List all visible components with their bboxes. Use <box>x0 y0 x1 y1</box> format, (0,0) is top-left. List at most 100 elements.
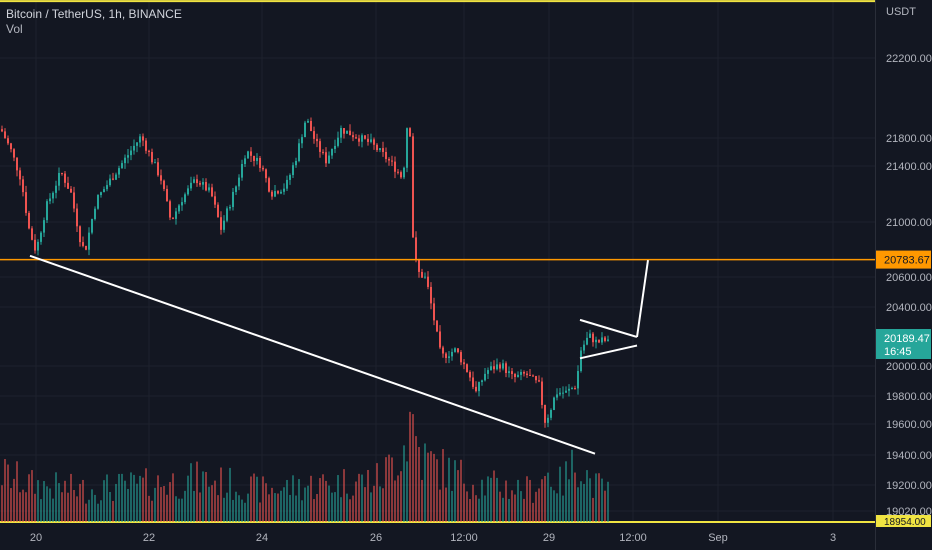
volume-bar <box>328 485 330 522</box>
volume-bar <box>349 499 351 522</box>
candle-down <box>214 196 216 205</box>
volume-bar <box>10 488 12 522</box>
candle-up <box>478 382 480 392</box>
volume-bar <box>589 478 591 522</box>
candle-up <box>289 175 291 180</box>
y-tick-label: 21400.00 <box>886 161 932 173</box>
candle-down <box>574 388 576 390</box>
drawing-line-3[interactable] <box>579 344 638 360</box>
candle-up <box>487 370 489 374</box>
candle-up <box>178 205 180 212</box>
volume-bar <box>607 481 609 522</box>
volume-bar <box>514 494 516 522</box>
volume-bar <box>193 490 195 522</box>
candle-up <box>40 232 42 242</box>
symbol-legend: Bitcoin / TetherUS, 1h, BINANCE <box>6 7 182 21</box>
candle-down <box>79 226 81 243</box>
candle-up <box>451 351 453 357</box>
volume-bar <box>151 500 153 522</box>
volume-bar <box>214 480 216 522</box>
candle-up <box>553 397 555 410</box>
volume-bar <box>544 476 546 522</box>
candle-up <box>295 160 297 166</box>
volume-bar <box>421 479 423 522</box>
candle-down <box>166 188 168 202</box>
candle-down <box>526 373 528 375</box>
volume-bar <box>160 487 162 522</box>
volume-bar <box>139 475 141 522</box>
volume-legend: Vol <box>6 22 23 36</box>
candle-up <box>481 380 483 383</box>
candle-down <box>253 155 255 161</box>
candle-down <box>145 140 147 151</box>
volume-bar <box>211 485 213 522</box>
volume-bar <box>574 472 576 522</box>
volume-bar <box>481 479 483 522</box>
volume-bar <box>517 479 519 522</box>
candle-up <box>283 188 285 192</box>
candle-down <box>514 374 516 378</box>
y-tick-label: 21800.00 <box>886 133 932 145</box>
volume-bar <box>568 479 570 522</box>
candle-down <box>25 192 27 213</box>
volume-bar <box>121 473 123 522</box>
volume-bar <box>253 473 255 522</box>
volume-bar <box>178 498 180 522</box>
volume-bar <box>445 487 447 522</box>
volume-bar <box>316 493 318 522</box>
x-tick-label: 29 <box>543 532 555 544</box>
volume-bar <box>244 502 246 522</box>
volume-bar <box>61 492 63 522</box>
volume-bar <box>493 470 495 522</box>
candle-down <box>217 204 219 218</box>
drawing-line-1[interactable] <box>29 254 596 455</box>
candle-down <box>277 191 279 194</box>
candle-down <box>28 212 30 229</box>
volume-bar <box>79 483 81 522</box>
candle-up <box>103 189 105 193</box>
volume-bar <box>424 443 426 522</box>
volume-bar <box>583 483 585 522</box>
volume-bar <box>364 487 366 522</box>
candle-up <box>595 339 597 343</box>
candle-down <box>472 377 474 387</box>
volume-bar <box>313 499 315 522</box>
candle-up <box>547 417 549 423</box>
volume-bar <box>130 472 132 522</box>
x-tick-label: Sep <box>708 532 728 544</box>
candle-up <box>586 337 588 345</box>
candle-down <box>64 173 66 183</box>
candle-down <box>343 128 345 134</box>
volume-bar <box>34 493 36 522</box>
time-axis[interactable]: 20 22 24 26 12:00 29 12:00 Sep 3 <box>30 532 836 544</box>
candle-up <box>193 179 195 183</box>
volume-bar <box>142 477 144 522</box>
volume-bar <box>370 492 372 522</box>
candle-up <box>292 165 294 176</box>
drawing-line-4[interactable] <box>636 259 649 338</box>
candle-down <box>469 372 471 378</box>
drawing-line-2[interactable] <box>579 318 638 338</box>
candle-down <box>523 371 525 374</box>
candle-up <box>607 339 609 341</box>
volume-bar <box>436 459 438 522</box>
candle-down <box>313 131 315 139</box>
volume-bar <box>439 489 441 522</box>
price-axis[interactable]: 22200.00 21800.00 21400.00 21000.00 20600.00… <box>886 6 932 518</box>
volume-bar <box>550 486 552 522</box>
volume-bar <box>499 491 501 522</box>
candle-down <box>13 149 15 158</box>
volume-bar <box>289 494 291 522</box>
volume-bar <box>457 470 459 522</box>
candle-up <box>298 143 300 161</box>
volume-bar <box>559 466 561 522</box>
candle-down <box>415 237 417 260</box>
volume-bar <box>196 461 198 522</box>
volume-bar <box>358 473 360 522</box>
candle-up <box>406 128 408 168</box>
volume-bar <box>238 495 240 522</box>
candle-down <box>265 169 267 179</box>
